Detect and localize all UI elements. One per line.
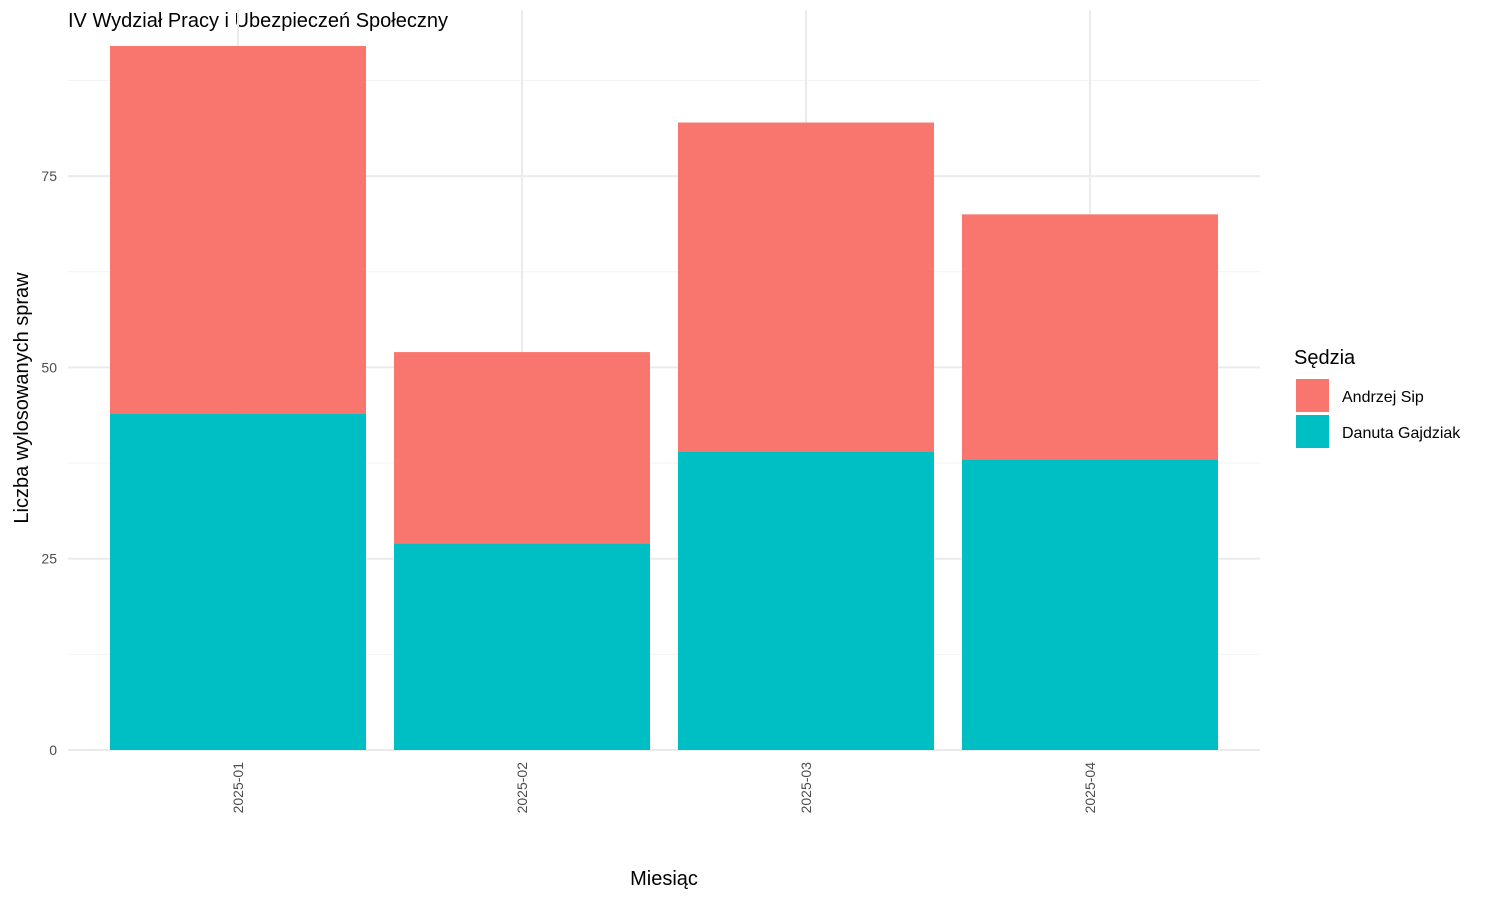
bar-andrzej-sip-2025-03 xyxy=(678,122,934,452)
legend: Sędzia Andrzej Sip Danuta Gajdziak xyxy=(1294,347,1461,448)
bar-danuta-gajdziak-2025-03 xyxy=(678,451,934,750)
x-axis-title: Miesiąc xyxy=(630,868,698,890)
bars xyxy=(110,46,1218,750)
y-tick-label: 25 xyxy=(41,551,57,567)
legend-title: Sędzia xyxy=(1294,347,1356,369)
bar-danuta-gajdziak-2025-04 xyxy=(962,459,1218,750)
legend-label: Danuta Gajdziak xyxy=(1342,425,1461,442)
y-tick-label: 75 xyxy=(41,168,57,184)
legend-swatch-danuta-gajdziak xyxy=(1296,415,1329,448)
chart-title: IV Wydział Pracy i Ubezpieczeń Społeczny xyxy=(68,10,448,32)
x-tick-label: 2025-04 xyxy=(1082,762,1098,814)
bar-danuta-gajdziak-2025-02 xyxy=(394,543,650,750)
bar-andrzej-sip-2025-01 xyxy=(110,46,366,414)
y-axis-ticks: 0 25 50 75 xyxy=(41,168,57,758)
y-tick-label: 50 xyxy=(41,359,57,375)
x-tick-label: 2025-02 xyxy=(514,762,530,814)
x-tick-label: 2025-03 xyxy=(798,762,814,814)
legend-swatch-andrzej-sip xyxy=(1296,379,1329,412)
legend-label: Andrzej Sip xyxy=(1342,389,1424,406)
y-axis-title: Liczba wylosowanych spraw xyxy=(11,272,33,524)
y-tick-label: 0 xyxy=(49,742,57,758)
x-axis-ticks: 2025-01 2025-02 2025-03 2025-04 xyxy=(230,762,1098,814)
x-tick-label: 2025-01 xyxy=(230,762,246,814)
bar-andrzej-sip-2025-04 xyxy=(962,214,1218,460)
bar-andrzej-sip-2025-02 xyxy=(394,352,650,544)
bar-danuta-gajdziak-2025-01 xyxy=(110,413,366,750)
